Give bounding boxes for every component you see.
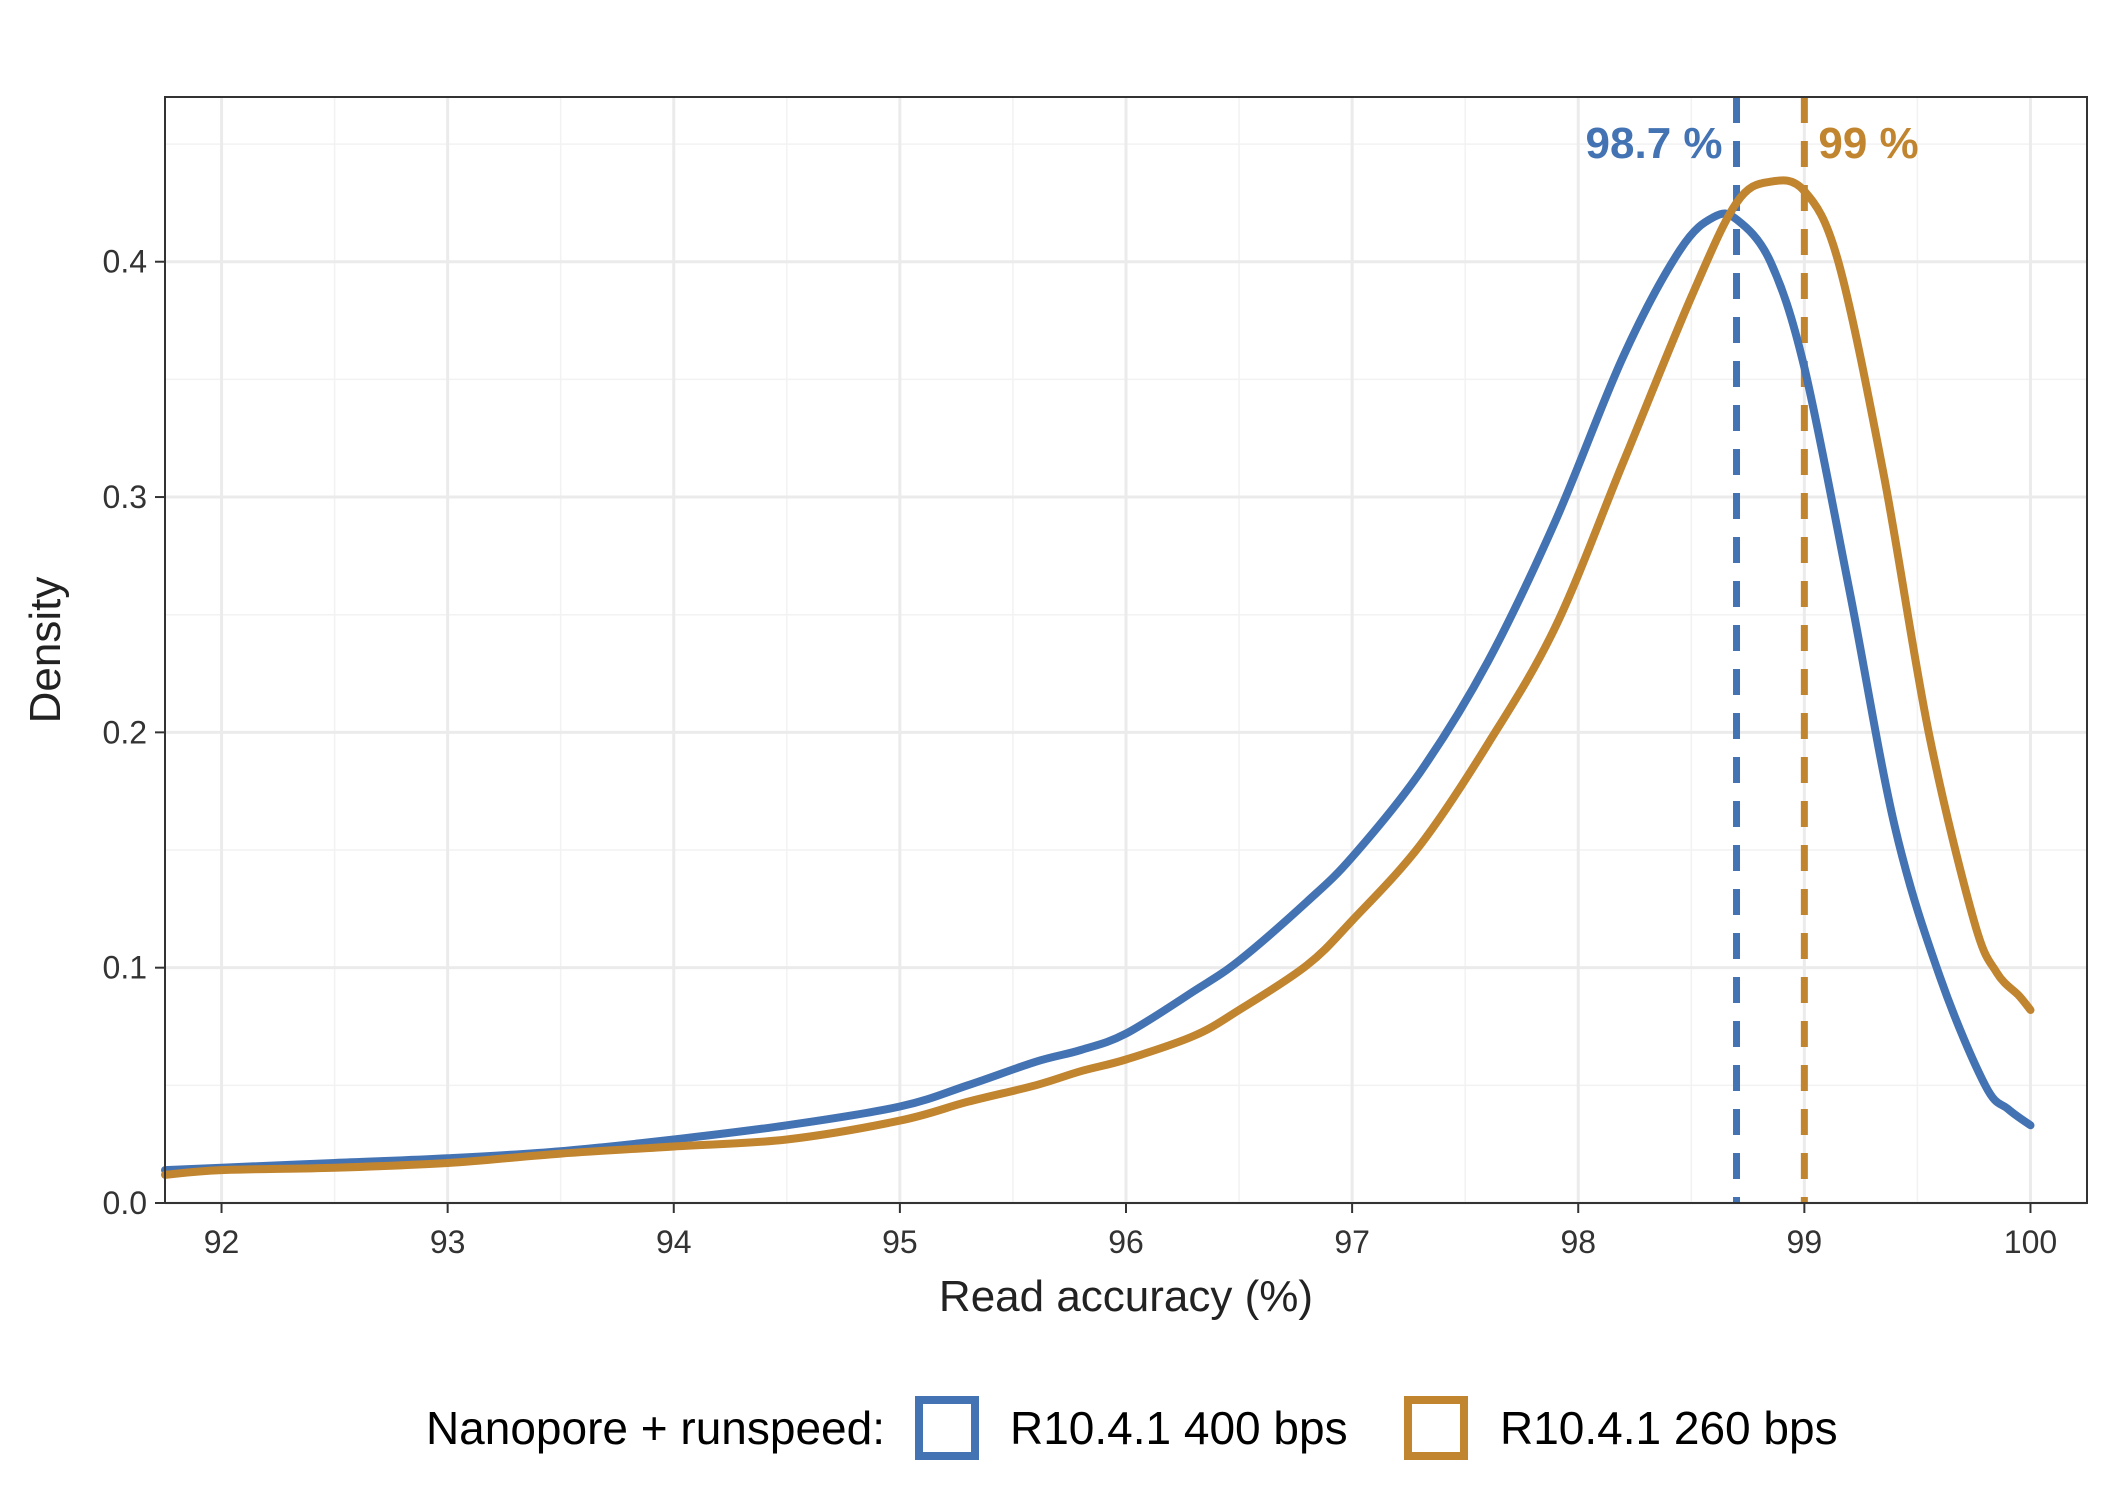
y-tick-label: 0.2 — [103, 714, 147, 750]
x-tick-label: 94 — [656, 1224, 692, 1260]
grid-major — [165, 97, 2087, 1205]
x-tick-label: 93 — [430, 1224, 466, 1260]
median-label-1: 99 % — [1818, 119, 1918, 168]
x-axis-ticks: 92 93 94 95 96 97 98 99 100 — [204, 1203, 2057, 1260]
x-tick-label: 92 — [204, 1224, 240, 1260]
x-tick-label: 99 — [1787, 1224, 1823, 1260]
y-tick-label: 0.1 — [103, 950, 147, 986]
y-axis-ticks: 0.0 0.1 0.2 0.3 0.4 — [103, 244, 165, 1221]
legend-label-400bps: R10.4.1 400 bps — [1010, 1402, 1348, 1454]
x-tick-label: 98 — [1560, 1224, 1596, 1260]
median-annotations: 98.7 % 99 % — [1586, 119, 1919, 168]
x-tick-label: 95 — [882, 1224, 918, 1260]
legend: Nanopore + runspeed: R10.4.1 400 bps R10… — [426, 1396, 1838, 1460]
median-lines — [1733, 97, 1808, 1203]
series-line-0 — [161, 209, 2035, 1175]
legend-title: Nanopore + runspeed: — [426, 1402, 885, 1454]
x-tick-label: 96 — [1108, 1224, 1144, 1260]
y-tick-label: 0.0 — [103, 1185, 147, 1221]
series-lines — [161, 176, 2035, 1179]
x-tick-label: 97 — [1334, 1224, 1370, 1260]
legend-key-260bps — [1404, 1396, 1468, 1460]
series-line-1 — [161, 176, 2035, 1179]
median-label-0: 98.7 % — [1586, 119, 1723, 168]
y-tick-label: 0.4 — [103, 244, 147, 280]
x-axis-title: Read accuracy (%) — [939, 1272, 1313, 1321]
legend-key-400bps — [915, 1396, 979, 1460]
y-tick-label: 0.3 — [103, 479, 147, 515]
x-tick-label: 100 — [2004, 1224, 2057, 1260]
y-axis-title: Density — [21, 577, 70, 724]
legend-label-260bps: R10.4.1 260 bps — [1500, 1402, 1838, 1454]
